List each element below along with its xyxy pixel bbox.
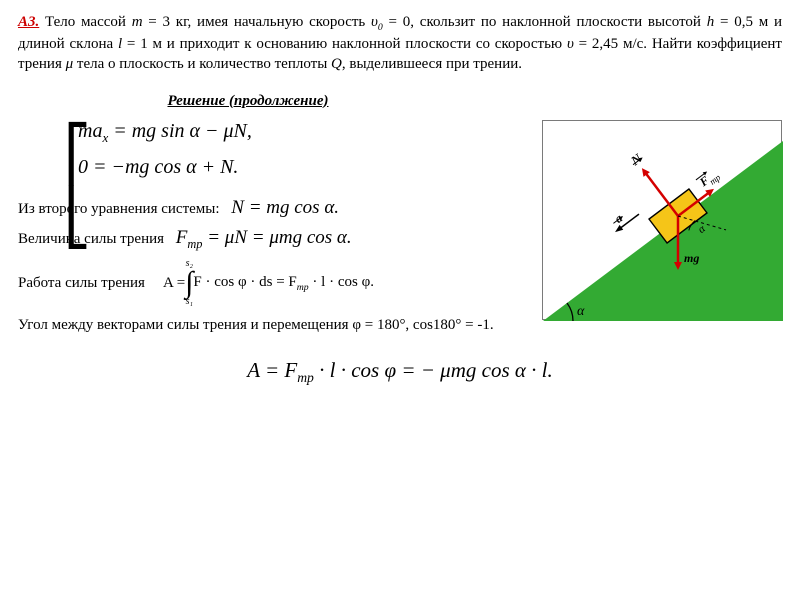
var-Q: Q [331, 56, 342, 72]
text: тела о плоскость и количество теплоты [73, 56, 331, 72]
diagram-svg: α mg N F [543, 121, 783, 321]
problem-number: А3. [18, 14, 39, 30]
final-equation: A = Fтр · l · cos φ = − μmg cos α · l. [18, 358, 782, 386]
text: Тело массой [45, 14, 132, 30]
int-lower: s₁ [186, 297, 193, 307]
inclined-plane-diagram: α mg N F [542, 120, 782, 320]
integral-symbol: ∫ [185, 269, 193, 297]
eq-text: F [176, 227, 188, 248]
eq-text: A = F [247, 358, 297, 382]
label: Величина силы трения [18, 231, 164, 248]
angle-label: α [577, 304, 585, 319]
label: Из второго уравнения системы: [18, 201, 220, 218]
var-v0: υ [371, 14, 378, 30]
eq-sub: тр [297, 282, 309, 293]
formula-A-body: F · cos φ · ds = Fтр · l · cos φ. [193, 274, 374, 293]
text: , выделившееся при трении. [342, 56, 522, 72]
text: = 0, скользит по наклонной плоскости выс… [383, 14, 707, 30]
problem-statement: А3. Тело массой m = 3 кг, имея начальную… [18, 12, 782, 75]
label: Работа силы трения [18, 275, 145, 292]
svg-text:mg: mg [684, 251, 699, 265]
eq-text: F · cos φ · ds = F [193, 274, 296, 290]
accel-vector: a [605, 201, 640, 234]
var-mu: μ [66, 56, 74, 72]
formula-F: Fтр = μN = μmg cos α. [176, 227, 352, 248]
eq-sub: тр [187, 236, 202, 250]
bracket-icon: ⎡⎣ [64, 122, 91, 250]
eq-sub: тр [297, 371, 314, 386]
var-v: υ [567, 36, 574, 52]
integral-icon: s₂ ∫ s₁ [185, 259, 193, 307]
eq-text: = mg sin α − μN, [108, 120, 252, 142]
svg-text:N: N [627, 150, 645, 169]
eq-text: · l · cos φ = − μmg cos α · l. [314, 358, 553, 382]
solution-title: Решение (продолжение) [98, 93, 398, 110]
text: = 3 кг, имея начальную скорость [143, 14, 371, 30]
formula-A-lhs: A = [163, 275, 185, 292]
eq-text: = μN = μmg cos α. [202, 227, 351, 248]
var-m: m [132, 14, 143, 30]
text: = 1 м и приходит к основанию наклонной п… [122, 36, 567, 52]
eq-text: · l · cos φ. [309, 274, 374, 290]
formula-N: N = mg cos α. [231, 197, 339, 218]
